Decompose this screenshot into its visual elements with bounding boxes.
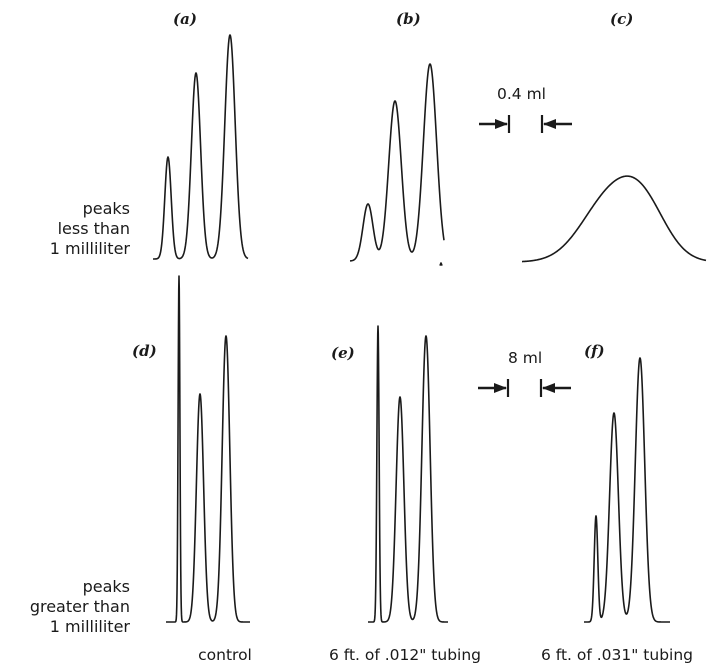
row-label-bottom-line-3: 1 milliliter [49, 617, 130, 636]
trace-panel-a [152, 34, 249, 260]
caption-tubing-031: 6 ft. of .031" tubing [540, 646, 694, 664]
row-label-bottom-line-2: greater than [29, 597, 130, 616]
row-label-top-line-2: less than [57, 219, 130, 238]
caption-tubing-012: 6 ft. of .012" tubing [328, 646, 482, 664]
row-label-top-line-3: 1 milliliter [49, 239, 130, 258]
trace-panel-f [583, 357, 671, 623]
row-label-top-line-1: peaks [82, 199, 130, 218]
panel-label-d: (d) [132, 342, 157, 360]
row-label-bottom: peaks greater than 1 milliliter [0, 577, 130, 637]
panel-label-c: (c) [610, 10, 634, 28]
panel-label-e: (e) [331, 344, 355, 362]
trace-panel-b-artifact [439, 262, 443, 266]
trace-panel-b [349, 63, 445, 262]
trace-panel-d [165, 275, 251, 623]
trace-panel-e [367, 325, 449, 623]
marker-bottom-left-arrowhead [494, 383, 507, 393]
caption-control: control [198, 646, 252, 664]
marker-top-left-arrowhead [495, 119, 508, 129]
panel-label-a: (a) [173, 10, 197, 28]
panel-label-f: (f) [584, 342, 605, 360]
marker-label-top: 0.4 ml [497, 85, 546, 103]
panel-label-b: (b) [396, 10, 421, 28]
trace-panel-c [521, 175, 707, 263]
row-label-bottom-line-1: peaks [82, 577, 130, 596]
row-label-top: peaks less than 1 milliliter [0, 199, 130, 259]
marker-label-bottom: 8 ml [508, 349, 543, 367]
